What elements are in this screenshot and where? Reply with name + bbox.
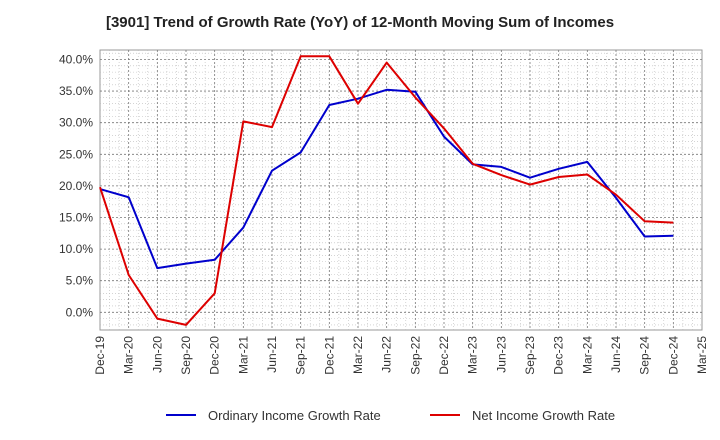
x-tick-label: Dec-20 — [208, 336, 222, 375]
legend-label-2: Net Income Growth Rate — [472, 408, 615, 423]
x-tick-label: Mar-23 — [466, 336, 480, 374]
x-tick-label: Jun-21 — [265, 336, 279, 373]
x-tick-label: Sep-22 — [408, 336, 422, 375]
series-line-2 — [99, 55, 674, 326]
series-line-1 — [99, 88, 674, 270]
x-tick-label: Dec-22 — [437, 336, 451, 375]
x-tick-label: Jun-23 — [494, 336, 508, 373]
x-tick-label: Dec-24 — [666, 336, 680, 375]
x-tick-label: Mar-24 — [580, 336, 594, 374]
x-tick-label: Mar-25 — [695, 336, 709, 374]
legend-label-1: Ordinary Income Growth Rate — [208, 408, 381, 423]
y-tick-label: 15.0% — [59, 210, 93, 224]
x-tick-label: Jun-24 — [609, 336, 623, 373]
y-tick-label: 0.0% — [66, 305, 94, 319]
x-tick-label: Jun-20 — [150, 336, 164, 373]
x-tick-label: Mar-21 — [236, 336, 250, 374]
x-tick-label: Sep-24 — [638, 336, 652, 375]
x-tick-label: Dec-23 — [552, 336, 566, 375]
x-tick-label: Jun-22 — [380, 336, 394, 373]
x-tick-label: Mar-22 — [351, 336, 365, 374]
y-tick-label: 5.0% — [66, 274, 94, 288]
y-tick-label: 35.0% — [59, 84, 93, 98]
y-tick-label: 20.0% — [59, 179, 93, 193]
x-tick-label: Sep-21 — [294, 336, 308, 375]
y-tick-label: 40.0% — [59, 52, 93, 66]
x-tick-label: Dec-19 — [93, 336, 107, 375]
chart-title: [3901] Trend of Growth Rate (YoY) of 12-… — [105, 14, 615, 31]
x-tick-label: Sep-20 — [179, 336, 193, 375]
x-tick-label: Sep-23 — [523, 336, 537, 375]
x-tick-label: Dec-21 — [322, 336, 336, 375]
y-tick-label: 30.0% — [59, 116, 93, 130]
y-tick-label: 25.0% — [59, 147, 93, 161]
plot-area — [99, 49, 703, 331]
x-tick-label: Mar-20 — [122, 336, 136, 374]
y-tick-label: 10.0% — [59, 242, 93, 256]
